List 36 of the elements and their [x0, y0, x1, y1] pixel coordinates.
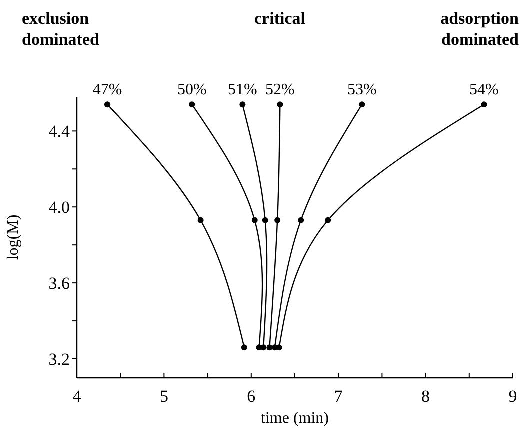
point	[240, 102, 246, 108]
series-label: 50%	[177, 82, 207, 99]
y-tick-label: 4.0	[48, 198, 70, 218]
point	[104, 102, 111, 108]
x-tick-label: 9	[508, 387, 518, 406]
series-label: 51%	[228, 82, 258, 99]
y-tick-label: 3.6	[48, 274, 70, 294]
text: exclusion dominated	[22, 9, 100, 49]
text: adsorption dominated	[440, 9, 520, 49]
point	[359, 102, 366, 108]
point	[481, 102, 488, 108]
point	[277, 102, 284, 108]
y-axis-title: log(M)	[5, 214, 22, 260]
text: critical	[254, 9, 306, 28]
series-label: 53%	[347, 82, 377, 99]
point	[262, 217, 268, 224]
series-label: 52%	[266, 82, 295, 99]
point	[260, 344, 267, 351]
point	[325, 217, 332, 224]
y-tick-label: 4.4	[48, 122, 70, 142]
x-tick-label: 7	[334, 387, 344, 406]
point	[189, 102, 196, 108]
series-label: 47%	[92, 82, 122, 99]
point	[241, 344, 248, 351]
y-tick-label: 3.2	[48, 350, 70, 369]
point	[198, 217, 204, 224]
x-tick-label: 8	[422, 387, 430, 406]
point	[252, 217, 258, 224]
point	[298, 217, 304, 224]
point	[274, 217, 281, 224]
series-label: 54%	[470, 82, 499, 99]
x-tick-label: 4	[72, 387, 82, 406]
x-tick-label: 6	[247, 387, 256, 406]
point	[266, 344, 273, 351]
x-tick-label: 5	[160, 387, 168, 406]
x-axis-title: time (min)	[261, 410, 329, 427]
